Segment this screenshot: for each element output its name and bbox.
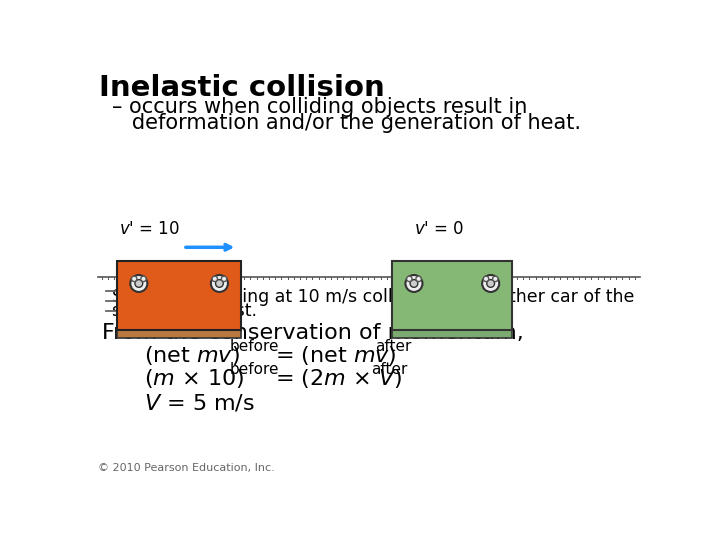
Bar	[117, 329, 241, 338]
Circle shape	[141, 276, 146, 281]
Circle shape	[492, 276, 498, 281]
Text: – occurs when colliding objects result in: – occurs when colliding objects result i…	[112, 97, 527, 117]
Circle shape	[405, 275, 423, 292]
Bar	[117, 261, 241, 330]
Text: Single car moving at 10 m/s collides with another car of the: Single car moving at 10 m/s collides wit…	[112, 288, 634, 306]
Text: $\it{V}$ = 5 m/s: $\it{V}$ = 5 m/s	[144, 392, 255, 413]
Circle shape	[487, 280, 495, 287]
Text: = (2$\it{m}$ $\times$ $\it{V}$): = (2$\it{m}$ $\times$ $\it{V}$)	[269, 367, 402, 390]
Bar	[392, 329, 513, 338]
Text: $\it{m}$: $\it{m}$	[175, 302, 193, 320]
Circle shape	[132, 276, 137, 281]
Text: (net $\it{mv}$): (net $\it{mv}$)	[144, 343, 240, 367]
Text: after: after	[375, 339, 412, 354]
Text: same mass,: same mass,	[112, 302, 222, 320]
Circle shape	[212, 276, 217, 281]
Bar	[392, 261, 513, 330]
Circle shape	[483, 276, 489, 281]
Text: © 2010 Pearson Education, Inc.: © 2010 Pearson Education, Inc.	[98, 463, 274, 473]
Text: $\it{v}$' = 0: $\it{v}$' = 0	[414, 220, 464, 238]
Circle shape	[482, 275, 499, 292]
Text: , at rest.: , at rest.	[184, 302, 257, 320]
Text: after: after	[372, 362, 408, 377]
Text: before: before	[230, 339, 279, 354]
Text: = (net $\it{mv}$): = (net $\it{mv}$)	[269, 343, 397, 367]
Text: ($\it{m}$ $\times$ 10): ($\it{m}$ $\times$ 10)	[144, 367, 244, 390]
Text: before: before	[230, 362, 279, 377]
Circle shape	[215, 280, 223, 287]
Circle shape	[211, 275, 228, 292]
Circle shape	[416, 276, 421, 281]
Text: Inelastic collision: Inelastic collision	[99, 74, 385, 102]
Circle shape	[130, 275, 148, 292]
Circle shape	[407, 276, 412, 281]
Circle shape	[135, 280, 143, 287]
Text: From the conservation of momentum,: From the conservation of momentum,	[102, 323, 523, 343]
Text: deformation and/or the generation of heat.: deformation and/or the generation of hea…	[112, 113, 581, 133]
Circle shape	[410, 280, 418, 287]
Text: $\it{v}$' = 10: $\it{v}$' = 10	[119, 220, 179, 238]
Circle shape	[221, 276, 227, 281]
